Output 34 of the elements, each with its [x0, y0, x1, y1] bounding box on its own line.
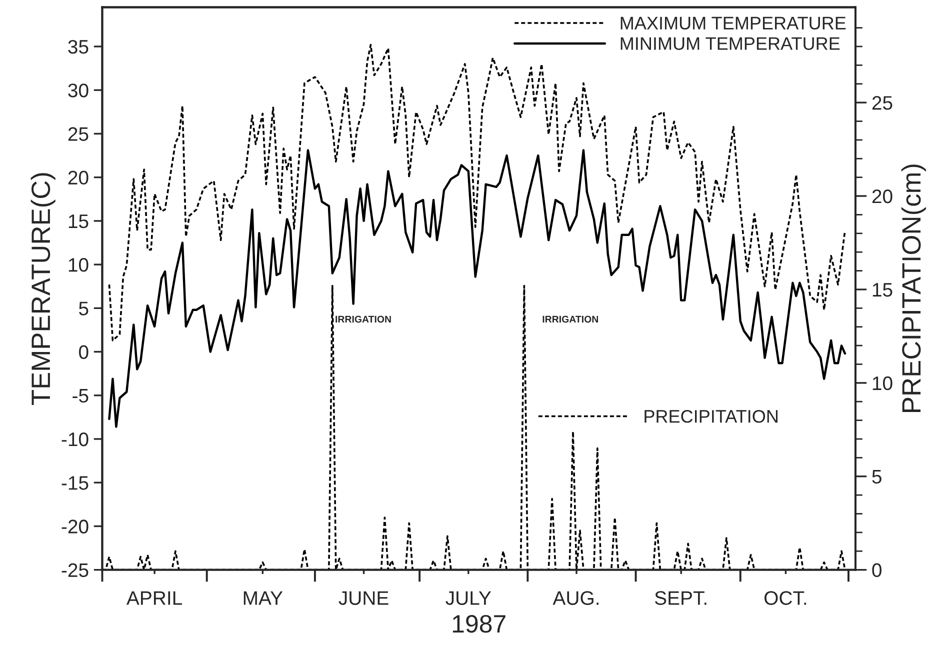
- y-tick-label: 30: [68, 84, 88, 98]
- y-tick-label: -5: [72, 389, 88, 403]
- y-tick-label: 0: [78, 345, 88, 360]
- y-tick-label: 10: [68, 258, 88, 272]
- x-tick-label: JUNE: [338, 591, 388, 605]
- x-tick-label: SEPT.: [654, 591, 706, 605]
- y2-tick-label: 0: [872, 563, 882, 578]
- y2-tick-label: 5: [872, 470, 882, 484]
- legend-label: MINIMUM TEMPERATURE: [620, 37, 840, 50]
- x-tick-label: AUG.: [552, 591, 598, 605]
- y-tick-label: 20: [68, 170, 88, 185]
- y2-tick-label: 10: [872, 376, 892, 390]
- annotation: IRRIGATION: [542, 316, 598, 323]
- y-tick-label: 35: [68, 40, 88, 54]
- y2-axis-title: PRECIPITATION(cm): [901, 164, 926, 412]
- y2-tick-label: 20: [872, 189, 892, 204]
- annotation: IRRIGATION: [336, 316, 391, 323]
- y-tick-label: 5: [79, 302, 88, 316]
- legend-label: PRECIPITATION: [644, 410, 778, 423]
- y-tick-label: -10: [62, 432, 88, 446]
- y2-tick-label: 25: [872, 96, 892, 110]
- legend-label: MAXIMUM TEMPERATURE: [620, 16, 846, 30]
- y-tick-label: -20: [62, 520, 88, 534]
- x-axis-title: 1987: [452, 615, 506, 633]
- y-tick-label: -25: [62, 563, 88, 578]
- y-tick-label: -15: [62, 476, 88, 490]
- x-tick-label: APRIL: [126, 591, 182, 605]
- y-axis-title: TEMPERATURE(C): [30, 173, 56, 405]
- y-tick-label: 15: [68, 214, 88, 228]
- y2-tick-label: 15: [872, 283, 892, 297]
- y-tick-label: 25: [68, 127, 88, 141]
- x-tick-label: JULY: [446, 591, 492, 605]
- x-tick-label: OCT.: [764, 591, 806, 605]
- x-tick-label: MAY: [244, 591, 283, 605]
